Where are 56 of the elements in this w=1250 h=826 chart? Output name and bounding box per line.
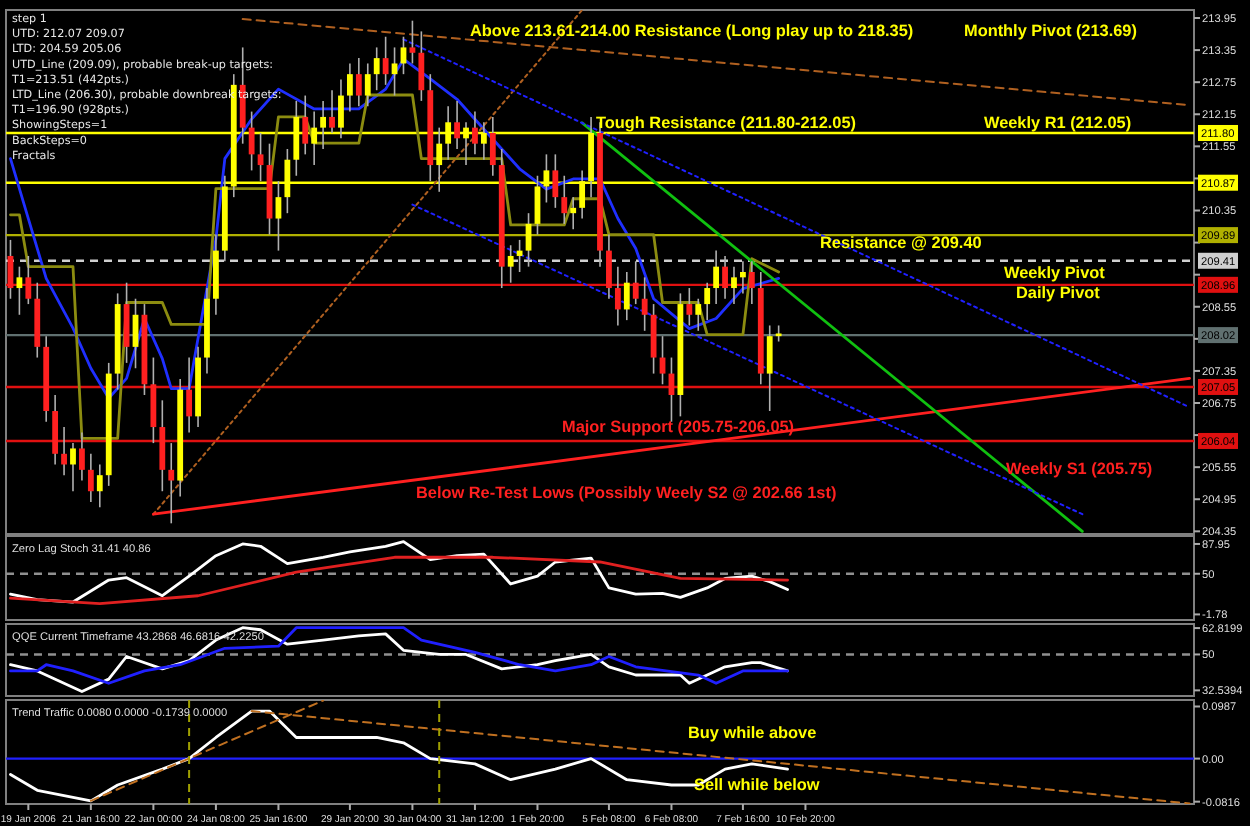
- line-series: [9, 555, 789, 605]
- candlestick: [25, 255, 32, 305]
- annotation: Weekly R1 (212.05): [984, 114, 1132, 132]
- candlestick: [409, 19, 416, 65]
- candlestick: [561, 174, 568, 225]
- candlestick: [382, 35, 389, 86]
- candlestick: [507, 244, 514, 284]
- candlestick: [61, 426, 67, 476]
- annotation: Weekly Pivot: [1004, 264, 1106, 282]
- annotation: Monthly Pivot (213.69): [964, 22, 1138, 40]
- candlestick: [722, 255, 728, 300]
- candlestick: [302, 94, 309, 156]
- line-series: [9, 540, 789, 604]
- candlestick: [704, 281, 711, 321]
- candlestick: [740, 260, 746, 295]
- candlestick: [614, 265, 621, 327]
- candlestick: [373, 46, 380, 91]
- annotation: Weekly S1 (205.75): [1006, 460, 1153, 478]
- candlestick: [570, 196, 577, 231]
- candlestick: [87, 453, 94, 503]
- candlestick: [355, 57, 362, 108]
- candlestick: [248, 110, 255, 172]
- candlestick: [52, 394, 59, 466]
- candlestick: [79, 431, 85, 482]
- candlestick: [695, 297, 702, 332]
- annotation: Below Re-Test Lows (Possibly Weely S2 @ 202.66 1st): [416, 484, 837, 502]
- candlestick: [159, 399, 166, 493]
- candlestick: [641, 276, 648, 332]
- candlestick: [329, 89, 335, 134]
- annotation: Sell while below: [694, 776, 821, 794]
- candlestick: [472, 110, 478, 156]
- candlestick: [766, 324, 773, 412]
- candlestick: [623, 271, 630, 321]
- candlestick: [748, 260, 755, 305]
- annotation: Tough Resistance (211.80-212.05): [596, 114, 857, 132]
- annotation: Major Support (205.75-206.05): [562, 418, 795, 436]
- annotation: Daily Pivot: [1016, 284, 1101, 302]
- candlestick: [96, 463, 103, 509]
- candlestick: [731, 265, 737, 305]
- candlestick: [186, 356, 193, 434]
- candlestick: [364, 62, 371, 108]
- candlestick: [346, 62, 353, 113]
- candlestick: [454, 100, 460, 150]
- candlestick: [632, 260, 639, 305]
- candlestick: [418, 30, 425, 102]
- candlestick: [713, 249, 720, 305]
- candlestick: [150, 356, 157, 444]
- candlestick: [16, 265, 23, 316]
- candlestick: [686, 287, 693, 327]
- candlestick: [606, 233, 612, 300]
- candlestick: [489, 116, 496, 177]
- candlestick: [516, 239, 523, 273]
- annotation: Buy while above: [688, 724, 818, 742]
- annotation: Above 213.61-214.00 Resistance (Long play up to 218.35): [470, 22, 914, 40]
- candlestick: [70, 442, 76, 493]
- candlestick: [552, 153, 559, 209]
